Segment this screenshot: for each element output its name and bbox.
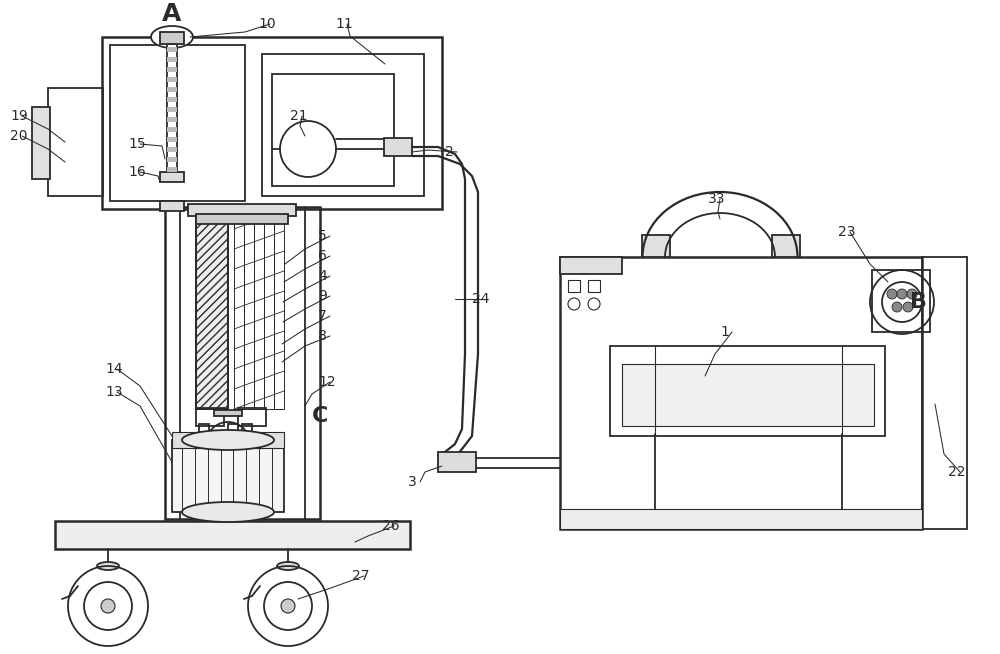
- Bar: [199, 424, 209, 432]
- Text: 3: 3: [408, 475, 417, 489]
- Bar: [214, 410, 242, 416]
- Bar: [172, 440, 284, 512]
- Bar: [560, 257, 622, 274]
- Ellipse shape: [182, 430, 274, 450]
- Bar: [55, 521, 410, 549]
- Bar: [167, 87, 177, 92]
- Bar: [167, 44, 177, 174]
- Text: 9: 9: [318, 289, 327, 303]
- Bar: [167, 47, 177, 52]
- Bar: [228, 424, 238, 432]
- Text: 26: 26: [382, 519, 400, 533]
- Bar: [167, 97, 177, 102]
- Text: 14: 14: [105, 362, 123, 376]
- Text: 20: 20: [10, 129, 28, 143]
- Text: 23: 23: [838, 225, 856, 239]
- Text: 12: 12: [318, 375, 336, 389]
- Text: 2: 2: [445, 145, 454, 159]
- Text: 8: 8: [318, 329, 327, 343]
- Text: 22: 22: [948, 465, 966, 479]
- Bar: [238, 408, 266, 426]
- Text: 33: 33: [708, 192, 726, 206]
- Bar: [167, 77, 177, 82]
- Text: 21: 21: [290, 109, 308, 123]
- Bar: [167, 167, 177, 172]
- Text: 27: 27: [352, 569, 370, 583]
- Bar: [242, 424, 252, 432]
- Bar: [102, 37, 442, 209]
- Circle shape: [101, 599, 115, 613]
- Bar: [588, 280, 600, 292]
- Bar: [188, 204, 296, 216]
- Circle shape: [897, 289, 907, 299]
- Bar: [48, 88, 103, 196]
- Bar: [262, 54, 424, 196]
- Text: A: A: [162, 2, 182, 26]
- Bar: [160, 32, 184, 44]
- Circle shape: [903, 302, 913, 312]
- Text: 15: 15: [128, 137, 146, 151]
- Text: 13: 13: [105, 385, 123, 399]
- Bar: [167, 147, 177, 152]
- Bar: [568, 280, 580, 292]
- Bar: [160, 201, 184, 211]
- Bar: [922, 257, 967, 529]
- Bar: [196, 408, 224, 426]
- Bar: [167, 157, 177, 162]
- Bar: [274, 209, 284, 409]
- Circle shape: [281, 599, 295, 613]
- Text: 4: 4: [318, 269, 327, 283]
- Bar: [560, 257, 922, 529]
- Bar: [32, 107, 50, 179]
- Bar: [264, 209, 274, 409]
- Circle shape: [907, 289, 917, 299]
- Text: 10: 10: [258, 17, 276, 31]
- Bar: [438, 452, 476, 472]
- Bar: [244, 209, 254, 409]
- Bar: [110, 45, 245, 201]
- Text: 19: 19: [10, 109, 28, 123]
- Text: 11: 11: [335, 17, 353, 31]
- Bar: [254, 209, 264, 409]
- Ellipse shape: [182, 502, 274, 522]
- Text: B: B: [910, 292, 926, 312]
- Bar: [622, 364, 874, 426]
- Bar: [384, 138, 412, 156]
- Text: 7: 7: [318, 309, 327, 323]
- Bar: [872, 270, 930, 332]
- Text: 5: 5: [318, 229, 327, 243]
- Bar: [160, 172, 184, 182]
- Bar: [196, 209, 228, 409]
- Text: 1: 1: [720, 325, 729, 339]
- Bar: [196, 214, 288, 224]
- Bar: [165, 207, 320, 519]
- Circle shape: [892, 302, 902, 312]
- Bar: [172, 432, 284, 448]
- Bar: [272, 74, 394, 186]
- Bar: [167, 57, 177, 62]
- Bar: [610, 346, 885, 436]
- Ellipse shape: [277, 562, 299, 570]
- Ellipse shape: [151, 26, 193, 48]
- Bar: [234, 209, 244, 409]
- Text: C: C: [312, 406, 328, 426]
- Bar: [167, 127, 177, 132]
- Bar: [167, 67, 177, 72]
- Bar: [167, 137, 177, 142]
- Circle shape: [887, 289, 897, 299]
- Bar: [167, 117, 177, 122]
- Bar: [196, 209, 228, 409]
- Text: 24: 24: [472, 292, 490, 306]
- Bar: [642, 235, 670, 257]
- Text: 6: 6: [318, 249, 327, 263]
- Bar: [167, 107, 177, 112]
- Text: 16: 16: [128, 165, 146, 179]
- Bar: [560, 509, 922, 529]
- Ellipse shape: [97, 562, 119, 570]
- Bar: [772, 235, 800, 257]
